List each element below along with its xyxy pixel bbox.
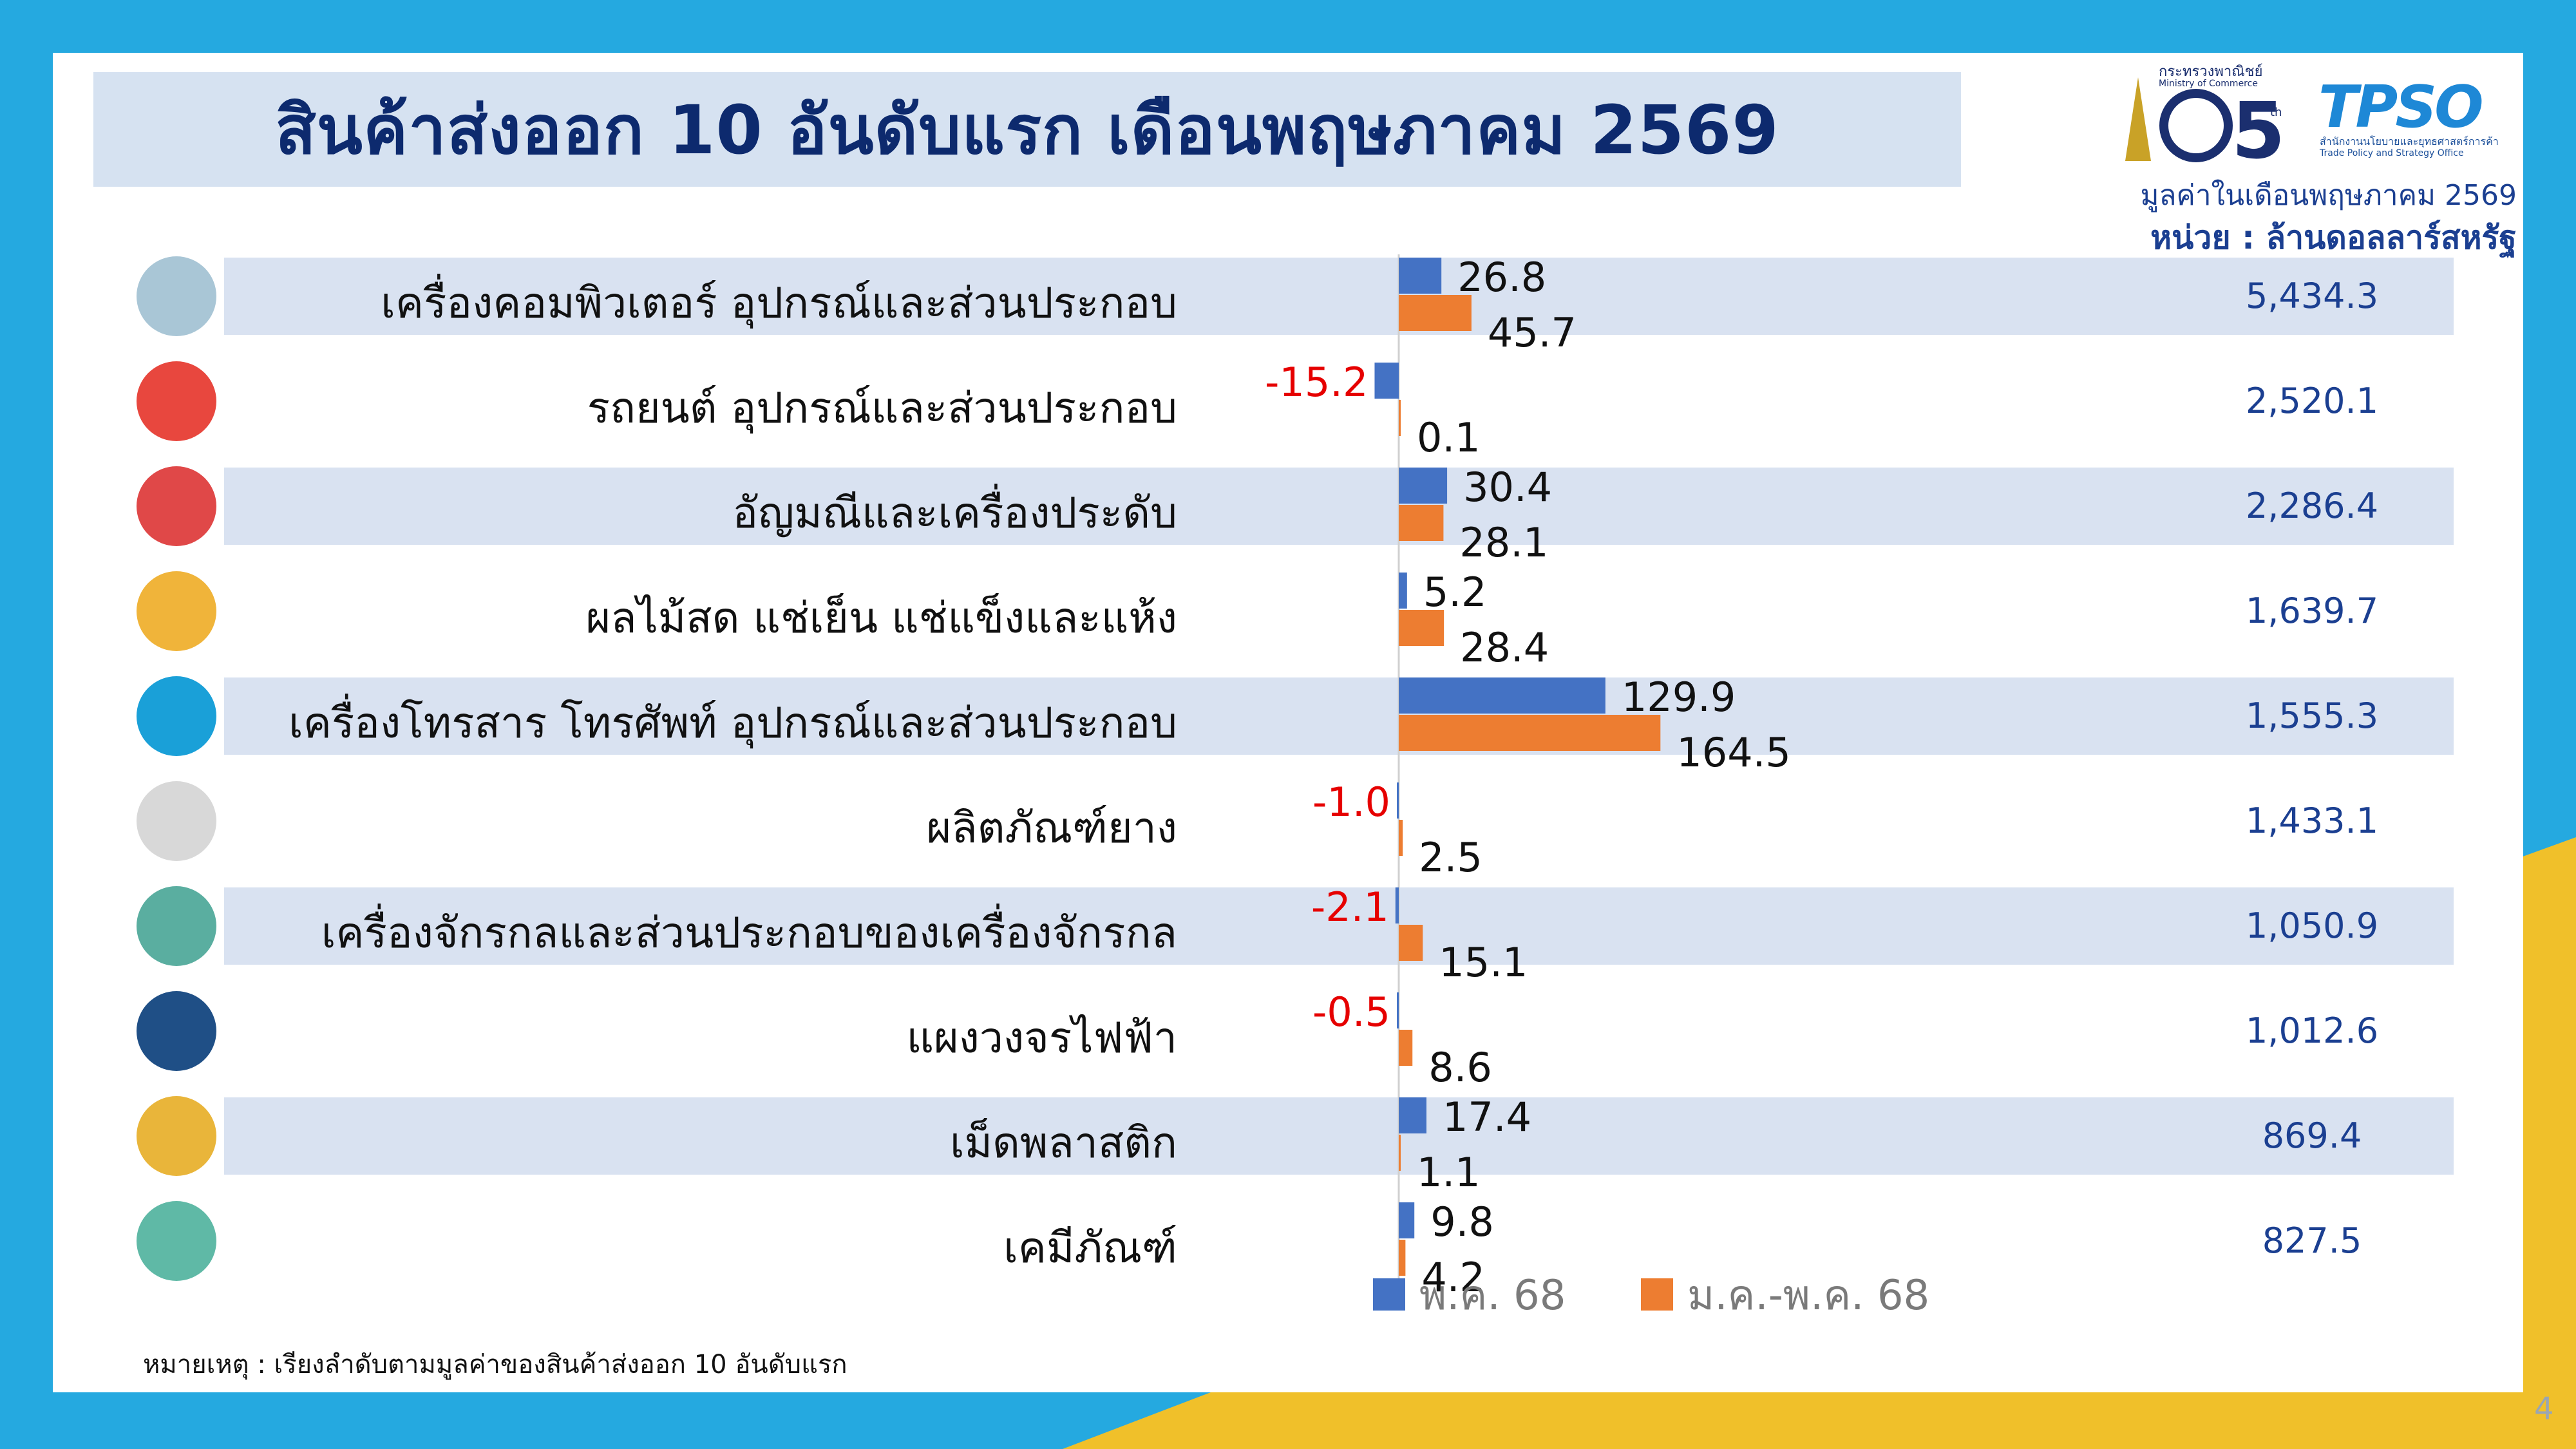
total-value: 1,639.7 (2245, 591, 2379, 631)
bar-ytd (1399, 610, 1444, 646)
category-label: ผลิตภัณฑ์ยาง (926, 803, 1177, 853)
data-label-ytd: 0.1 (1417, 414, 1481, 461)
data-label-ytd: 1.1 (1417, 1149, 1481, 1196)
bar-may (1399, 1202, 1415, 1238)
total-value: 5,434.3 (2245, 276, 2379, 316)
data-label-ytd: 45.7 (1488, 309, 1577, 356)
category-label: เครื่องโทรสาร โทรศัพท์ อุปกรณ์และส่วนประ… (289, 698, 1177, 748)
row-band (224, 677, 2454, 755)
total-value: 869.4 (2262, 1115, 2362, 1156)
total-value: 2,286.4 (2245, 486, 2379, 526)
category-label: เครื่องจักรกลและส่วนประกอบของเครื่องจักร… (321, 908, 1177, 958)
moc-logo-text: กระทรวงพาณิชย์ (2159, 64, 2263, 80)
bar-ytd (1399, 295, 1472, 331)
bar-may (1397, 782, 1399, 819)
legend-swatch (1641, 1278, 1673, 1311)
data-label-may: -2.1 (1311, 884, 1389, 931)
category-label: อัญมณีและเครื่องประดับ (732, 488, 1177, 538)
data-label-may: 5.2 (1423, 569, 1487, 616)
row-band (224, 887, 2454, 965)
bar-ytd (1399, 820, 1403, 856)
tpso-english-name: Trade Policy and Strategy Office (2320, 148, 2464, 158)
data-label-may: 9.8 (1430, 1198, 1494, 1245)
gem-icon (137, 466, 216, 546)
footnote: หมายเหตุ : เรียงลำดับตามมูลค่าของสินค้าส… (143, 1350, 848, 1379)
data-label-may: 26.8 (1457, 254, 1546, 301)
data-label-ytd: 28.1 (1459, 519, 1548, 566)
car-icon (137, 361, 216, 441)
bar-may (1399, 677, 1605, 714)
bar-ytd (1399, 505, 1444, 541)
unit-note-currency: หน่วย : ล้านดอลลาร์สหรัฐ (2150, 219, 2517, 256)
bar-may (1399, 468, 1448, 504)
data-label-ytd: 8.6 (1428, 1044, 1492, 1091)
category-label: รถยนต์ อุปกรณ์และส่วนประกอบ (587, 383, 1177, 433)
data-label-ytd: 4.2 (1421, 1254, 1485, 1301)
bar-may (1374, 363, 1399, 399)
svg-text:5: 5 (2231, 87, 2286, 167)
category-label: ผลไม้สด แช่เย็น แช่แข็งและแห้ง (585, 593, 1177, 643)
computer-icon (137, 256, 216, 336)
svg-text:th: th (2270, 106, 2282, 119)
bar-may (1399, 258, 1442, 294)
data-label-ytd: 2.5 (1419, 834, 1482, 881)
total-value: 827.5 (2262, 1220, 2362, 1261)
page-title: สินค้าส่งออก 10 อันดับแรก เดือนพฤษภาคม 2… (275, 90, 1779, 169)
plastic-pellet-icon (137, 1096, 216, 1176)
tpso-logo: TPSO (2318, 73, 2484, 141)
legend-label: ม.ค.-พ.ค. 68 (1687, 1272, 1929, 1320)
tpso-thai-name: สำนักงานนโยบายและยุทธศาสตร์การค้า (2320, 135, 2499, 147)
data-label-may: 30.4 (1463, 464, 1552, 511)
category-label: แผงวงจรไฟฟ้า (906, 1013, 1177, 1063)
legend-label: พ.ค. 68 (1419, 1272, 1566, 1320)
logo-area: 5 th กระทรวงพาณิชย์ Ministry of Commerce… (2119, 64, 2531, 167)
bar-may (1395, 887, 1399, 923)
moc-logo-subtext: Ministry of Commerce (2159, 79, 2258, 89)
bar-ytd (1399, 400, 1401, 436)
moc-105-logo: 5 th (2125, 77, 2286, 167)
category-label: เม็ดพลาสติก (949, 1118, 1177, 1168)
total-value: 1,012.6 (2245, 1010, 2379, 1051)
data-label-may: -15.2 (1265, 359, 1368, 406)
gear-icon (137, 886, 216, 966)
data-label-may: -1.0 (1312, 779, 1390, 826)
rubber-tapping-icon (137, 781, 216, 861)
page-number: 4 (2534, 1391, 2554, 1427)
data-label-ytd: 15.1 (1439, 939, 1528, 986)
data-label-ytd: 28.4 (1460, 624, 1549, 671)
total-value: 1,555.3 (2245, 696, 2379, 736)
bar-may (1397, 992, 1399, 1028)
bar-ytd (1399, 1135, 1401, 1171)
data-label-may: 17.4 (1443, 1094, 1531, 1141)
total-value: 1,050.9 (2245, 905, 2379, 946)
total-value: 1,433.1 (2245, 800, 2379, 841)
legend-swatch (1373, 1278, 1405, 1311)
bar-ytd (1399, 925, 1423, 961)
bar-ytd (1399, 1030, 1413, 1066)
category-label: เครื่องคอมพิวเตอร์ อุปกรณ์และส่วนประกอบ (381, 278, 1177, 328)
row-band (224, 258, 2454, 335)
category-label: เคมีภัณฑ์ (1003, 1223, 1177, 1273)
data-label-may: 129.9 (1622, 674, 1736, 721)
data-label-may: -0.5 (1312, 989, 1390, 1036)
chemistry-icon (137, 1201, 216, 1281)
fruit-icon (137, 571, 216, 651)
row-band (224, 1097, 2454, 1175)
bar-may (1399, 573, 1407, 609)
bar-ytd (1399, 1240, 1406, 1276)
row-band (224, 468, 2454, 545)
phone-icon (137, 676, 216, 756)
bar-may (1399, 1097, 1426, 1133)
total-value: 2,520.1 (2245, 381, 2379, 421)
bar-ytd (1399, 715, 1661, 751)
circuit-icon (137, 991, 216, 1071)
unit-note-month: มูลค่าในเดือนพฤษภาคม 2569 (2140, 179, 2517, 212)
data-label-ytd: 164.5 (1676, 729, 1791, 776)
title-box: สินค้าส่งออก 10 อันดับแรก เดือนพฤษภาคม 2… (93, 72, 1961, 187)
